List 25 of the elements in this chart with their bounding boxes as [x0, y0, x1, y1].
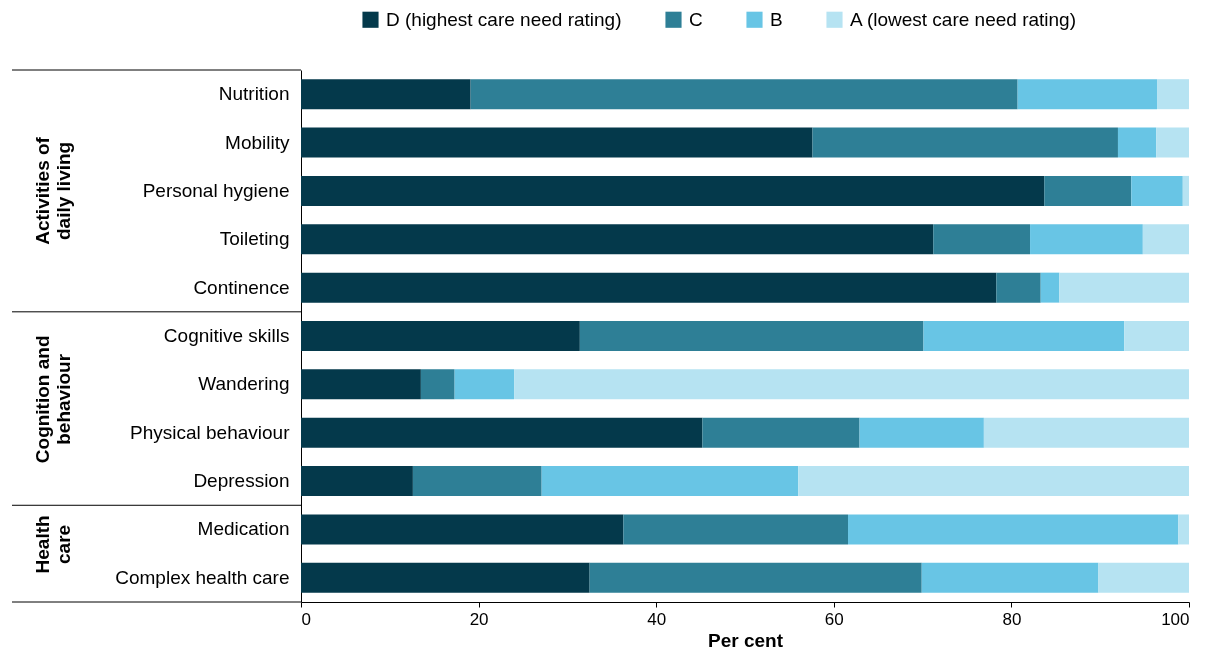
y-tick-label: Mobility — [225, 131, 290, 153]
y-tick-label: Medication — [197, 518, 290, 540]
x-tick-label: 0 — [301, 609, 311, 629]
legend-label: B — [770, 8, 783, 30]
y-tick-label: Nutrition — [218, 83, 290, 105]
x-tick-label: 40 — [647, 609, 667, 629]
y-tick-label: Continence — [193, 276, 290, 298]
legend-label: A (lowest care need rating) — [850, 8, 1077, 30]
text: Cognition and behaviour — [32, 335, 74, 464]
y-tick-label: Depression — [193, 470, 290, 492]
x-axis-title: Per cent — [708, 629, 784, 651]
y-tick-label: Physical behaviour — [130, 421, 291, 443]
legend-label: D (highest care need rating) — [386, 8, 622, 30]
y-tick-label: Cognitive skills — [163, 325, 290, 346]
x-tick-label: 100 — [1161, 609, 1190, 629]
x-tick-label: 60 — [824, 609, 844, 629]
y-tick-label: Personal hygiene — [142, 179, 290, 201]
y-tick-label: Wandering — [198, 373, 290, 395]
y-tick-label: Complex health care — [115, 566, 290, 588]
text: Activities of daily living — [32, 136, 74, 245]
text: Health care — [32, 515, 74, 574]
x-tick-label: 80 — [1002, 609, 1022, 629]
y-tick-label: Toileting — [219, 228, 290, 250]
x-tick-label: 20 — [469, 609, 489, 629]
legend-label: C — [689, 8, 703, 30]
